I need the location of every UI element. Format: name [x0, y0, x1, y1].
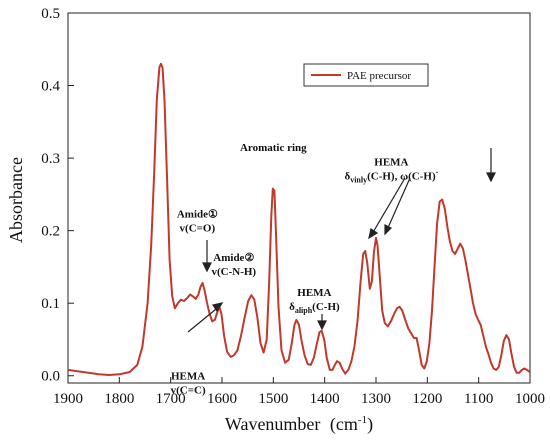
annotation-0-line-0: Aromatic ring: [240, 142, 307, 154]
y-tick-label: 0.4: [41, 79, 60, 95]
arrowhead-amide1: [202, 262, 212, 273]
arrowhead-hema-vinly-1: [368, 228, 379, 240]
annotation-2-line-1: v(C-N-H): [212, 266, 257, 278]
x-tick-label: 1600: [207, 391, 237, 407]
annotation-4-line-0: HEMA: [297, 287, 331, 299]
arrowhead-hema-aliph: [317, 320, 327, 331]
annotation-3-line-1: v(C=C): [171, 384, 206, 396]
annotation-4-line-1: δaliph(C-H): [289, 301, 340, 315]
y-tick-label: 0.2: [41, 224, 60, 240]
x-axis-title-unit-sup: -1: [358, 414, 367, 426]
x-axis-title-unit: (cm: [330, 414, 358, 435]
y-tick-label: 0.0: [41, 369, 60, 385]
x-tick-label: 1300: [361, 391, 391, 407]
arrow-hema-vinly-1: [371, 177, 406, 235]
x-tick-label: 1800: [104, 391, 134, 407]
y-tick-label: 0.5: [41, 6, 60, 22]
legend-box: [303, 63, 429, 87]
y-axis-ticks: 0.0 0.1 0.2 0.3 0.4 0.5: [41, 6, 74, 385]
legend: PAE precursor: [303, 63, 429, 87]
annotation-1-line-0: Amide①: [177, 209, 218, 221]
x-tick-label: 1900: [53, 391, 83, 407]
arrowhead-hema-cc: [212, 302, 224, 313]
annotation-arrows: [187, 148, 496, 333]
x-axis-ticks: 1900 1800 1700 1600 1500 1400 1300 1200 1100 1000: [53, 377, 545, 407]
x-tick-label: 1000: [515, 391, 545, 407]
annotations: Aromatic ring Amide① v(C=O) Amide② v(C-N-H) H…: [171, 142, 439, 397]
annotation-1-line-1: v(C=O): [180, 223, 216, 235]
x-tick-label: 1500: [258, 391, 288, 407]
y-axis-title: Absorbance: [6, 157, 26, 243]
y-tick-label: 0.3: [41, 151, 60, 167]
x-axis-title-main: Wavenumber: [225, 414, 321, 434]
y-tick-label: 0.1: [41, 296, 60, 312]
x-tick-label: 1100: [464, 391, 493, 407]
x-tick-label: 1200: [412, 391, 442, 407]
annotation-2-line-0: Amide②: [213, 252, 254, 264]
arrowhead-aromatic-ring: [486, 172, 496, 183]
arrow-hema-vinly-2: [386, 177, 411, 231]
x-axis-title: Wavenumber (cm-1): [225, 414, 373, 435]
series-line-pae-precursor: [67, 62, 531, 376]
x-axis-title-unit-close: ): [367, 414, 373, 435]
annotation-5-line-1: δvinly(C-H), ω(C-H)-: [344, 167, 438, 184]
x-tick-label: 1400: [310, 391, 340, 407]
annotation-5-line-0: HEMA: [374, 156, 408, 168]
plot-frame: [67, 12, 531, 384]
annotation-3-line-0: HEMA: [171, 370, 205, 382]
arrowhead-hema-vinly-2: [384, 224, 393, 236]
legend-label: PAE precursor: [347, 70, 411, 82]
x-tick-label: 1700: [156, 391, 186, 407]
